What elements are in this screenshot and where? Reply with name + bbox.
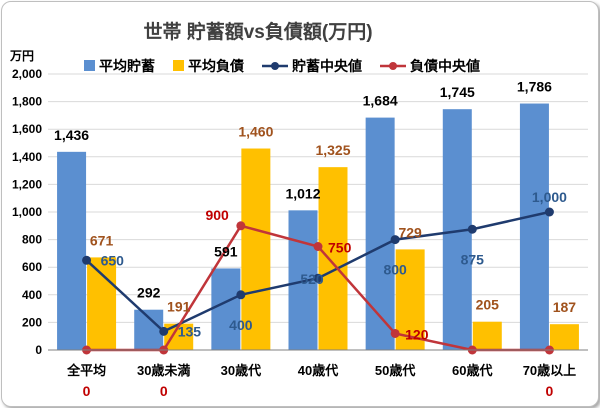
- savings-data-label: 591: [214, 243, 238, 259]
- savings-median-label: 650: [101, 252, 125, 268]
- data-labels: 1,436 292 591 1,012 1,684 1,745 1,786 671 191 1,4…: [54, 79, 576, 399]
- debt-data-label: 205: [476, 297, 500, 313]
- debt-median-label: 0: [160, 383, 168, 399]
- debt-data-label: 191: [167, 299, 191, 315]
- point-savings-median: [236, 290, 246, 300]
- legend-label: 平均負債: [188, 58, 244, 74]
- debt-median-label: 120: [405, 326, 429, 342]
- y-tick-label: 1,000: [12, 205, 42, 219]
- point-savings-median: [82, 255, 92, 265]
- legend-item: 貯蓄中央値: [262, 58, 362, 74]
- point-savings-median: [544, 207, 554, 217]
- savings-data-label: 1,786: [517, 79, 552, 95]
- bar-debt: [87, 257, 117, 350]
- legend-label: 負債中央値: [410, 58, 480, 74]
- debt-data-label: 729: [398, 224, 422, 240]
- bar-debt: [241, 148, 271, 350]
- savings-data-label: 292: [137, 285, 161, 301]
- bar-savings: [134, 309, 164, 350]
- legend-marker: [389, 62, 397, 70]
- y-unit-label: 万円: [9, 49, 34, 63]
- debt-median-label: 900: [205, 207, 229, 223]
- point-savings-median: [313, 273, 323, 283]
- bar-debt: [318, 167, 348, 350]
- x-tick-label: 50歳代: [375, 363, 415, 378]
- bar-savings: [365, 117, 395, 350]
- bar-debt: [472, 321, 502, 350]
- bars: [57, 103, 579, 350]
- debt-median-label: 0: [83, 383, 91, 399]
- savings-median-label: 800: [383, 262, 407, 278]
- point-savings-median: [390, 235, 400, 245]
- legend-swatch: [173, 60, 184, 71]
- legend-item: 平均負債: [173, 58, 244, 74]
- x-tick-label: 40歳代: [298, 363, 338, 378]
- bar-debt: [549, 324, 579, 350]
- savings-data-label: 1,745: [440, 84, 475, 100]
- y-tick-label: 1,400: [12, 150, 42, 164]
- debt-data-label: 187: [553, 299, 577, 315]
- bar-savings: [519, 103, 549, 350]
- legend-swatch: [84, 60, 95, 71]
- legend-marker: [271, 62, 279, 70]
- y-tick-label: 200: [22, 315, 42, 329]
- y-tick-label: 1,800: [12, 95, 42, 109]
- savings-data-label: 1,012: [285, 185, 320, 201]
- savings-median-label: 400: [229, 317, 253, 333]
- y-tick-label: 2,000: [12, 67, 42, 81]
- x-tick-label: 60歳代: [452, 363, 492, 378]
- legend-label: 平均貯蓄: [99, 58, 155, 74]
- point-debt-median: [236, 221, 246, 231]
- savings-median-label: 1,000: [532, 189, 567, 205]
- legend-label: 貯蓄中央値: [292, 58, 362, 74]
- savings-median-label: 520: [300, 271, 324, 287]
- savings-median-label: 875: [461, 251, 485, 267]
- x-tick-label: 30歳未満: [137, 363, 190, 378]
- chart-title: 世帯 貯蓄額vs負債額(万円): [143, 20, 372, 43]
- bar-debt: [395, 249, 425, 350]
- y-tick-label: 800: [22, 233, 42, 247]
- y-tick-label: 1,600: [12, 122, 42, 136]
- x-tick-label: 全平均: [66, 363, 106, 378]
- savings-median-label: 135: [178, 323, 202, 339]
- savings-data-label: 1,436: [54, 127, 89, 143]
- savings-data-label: 1,684: [363, 93, 398, 109]
- x-tick-label: 70歳以上: [523, 363, 576, 378]
- debt-median-label: 750: [328, 240, 352, 256]
- y-tick-label: 400: [22, 288, 42, 302]
- debt-data-label: 1,325: [315, 142, 350, 158]
- point-debt-median: [313, 242, 323, 251]
- bar-savings: [57, 151, 87, 350]
- legend-item: 平均貯蓄: [84, 58, 155, 74]
- debt-data-label: 671: [90, 232, 114, 248]
- y-tick-label: 0: [35, 343, 42, 357]
- legend: 平均貯蓄 平均負債 貯蓄中央値 負債中央値: [84, 58, 480, 74]
- debt-median-label: 0: [546, 383, 554, 399]
- y-tick-label: 600: [22, 260, 42, 274]
- point-savings-median: [159, 326, 169, 336]
- debt-data-label: 1,460: [238, 124, 273, 140]
- point-debt-median: [390, 328, 400, 338]
- bar-savings: [211, 268, 241, 350]
- legend-item: 負債中央値: [380, 58, 480, 74]
- x-tick-label: 30歳代: [221, 363, 261, 378]
- y-tick-label: 1,200: [12, 177, 42, 191]
- axes: 0 200 400 600 800 1,000 1,200 1,400 1,600 1,800 2,…: [12, 67, 588, 378]
- point-savings-median: [467, 224, 477, 234]
